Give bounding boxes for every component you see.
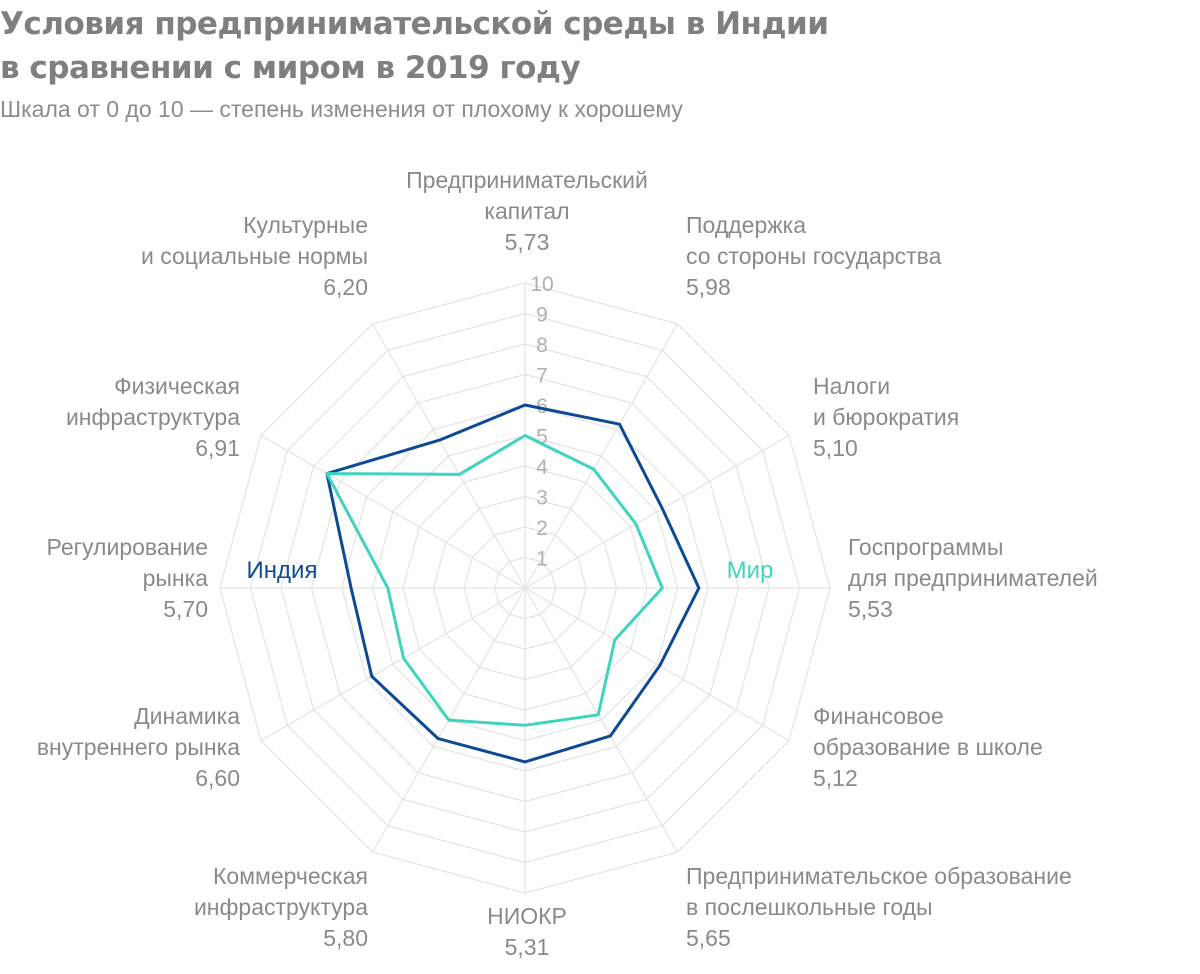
- radar-grid: [219, 282, 831, 894]
- category-value-label: 5,12: [813, 765, 858, 791]
- category-label: НИОКР 5,31: [487, 903, 567, 960]
- category-labels: Предпринимательский капитал 5,73 Поддержка с…: [37, 167, 1098, 960]
- category-label-line: внутреннего рынка: [37, 734, 240, 760]
- category-label-line: со стороны государства: [686, 243, 942, 269]
- category-value-label: 5,10: [813, 435, 858, 461]
- tick-label: 10: [530, 273, 553, 296]
- category-label-line: Налоги: [813, 373, 890, 399]
- grid-spoke: [524, 323, 679, 589]
- chart-title: Условия предпринимательской среды в Инди…: [0, 2, 1000, 90]
- category-label-line: НИОКР: [487, 903, 567, 929]
- category-value-label: 5,98: [686, 274, 731, 300]
- category-value-label: 5,53: [848, 596, 893, 622]
- category-label-line: инфраструктура: [194, 894, 368, 920]
- grid-spoke: [371, 323, 526, 589]
- category-label: Госпрограммы для предпринимателей 5,53: [848, 534, 1098, 622]
- tick-label: 4: [536, 456, 548, 479]
- category-label: Финансовое образование в школе 5,12: [813, 703, 1043, 791]
- category-label: Коммерческая инфраструктура 5,80: [194, 863, 368, 951]
- category-value-label: 6,91: [195, 435, 240, 461]
- category-label-line: Финансовое: [813, 703, 944, 729]
- legend-entry: Индия: [247, 557, 318, 584]
- category-value-label: 5,31: [505, 934, 550, 960]
- category-label-line: Коммерческая: [213, 863, 368, 889]
- category-label-line: Динамика: [134, 703, 240, 729]
- category-value-label: 5,73: [505, 229, 550, 255]
- category-label-line: Поддержка: [686, 212, 806, 238]
- legend-entry: Мир: [727, 557, 774, 584]
- category-value-label: 5,70: [163, 596, 208, 622]
- category-label-line: инфраструктура: [66, 404, 240, 430]
- category-label-line: капитал: [484, 198, 569, 224]
- category-label: Предпринимательский капитал 5,73: [406, 167, 648, 255]
- category-label-line: Регулирование: [47, 534, 208, 560]
- category-label-line: и социальные нормы: [141, 243, 368, 269]
- category-label-line: и бюрократия: [813, 404, 959, 430]
- category-label-line: рынка: [143, 565, 209, 591]
- series-points: [326, 435, 663, 726]
- chart-title-line2: в сравнении с миром в 2019 году: [0, 50, 581, 86]
- tick-labels: 1 2 3 4 5 6 7 8 9 10: [530, 273, 553, 571]
- category-label-line: Госпрограммы: [848, 534, 1003, 560]
- tick-label: 6: [536, 395, 548, 418]
- grid-spoke: [524, 587, 679, 853]
- category-label: Динамика внутреннего рынка 6,60: [37, 703, 240, 791]
- tick-label: 8: [536, 334, 548, 357]
- series-line: [325, 403, 701, 764]
- tick-label: 5: [536, 426, 548, 449]
- tick-label: 9: [536, 304, 548, 327]
- category-label-line: Предпринимательский: [406, 167, 648, 193]
- grid-spoke: [524, 434, 790, 589]
- tick-label: 7: [536, 365, 548, 388]
- tick-label: 1: [536, 548, 548, 571]
- tick-label: 3: [536, 487, 548, 510]
- category-label: Культурные и социальные нормы 6,20: [141, 212, 368, 300]
- category-label-line: Культурные: [243, 212, 368, 238]
- category-label-line: Физическая: [114, 373, 240, 399]
- category-label-line: в послешкольные годы: [686, 894, 933, 920]
- category-label-line: Предпринимательское образование: [686, 863, 1072, 889]
- category-label-line: образование в школе: [813, 734, 1043, 760]
- tick-label: 2: [536, 517, 548, 540]
- grid-spoke: [260, 587, 526, 742]
- chart-title-line1: Условия предпринимательской среды в Инди…: [0, 6, 829, 42]
- category-label: Поддержка со стороны государства 5,98: [686, 212, 942, 300]
- category-value-label: 6,60: [195, 765, 240, 791]
- category-label: Регулирование рынка 5,70: [47, 534, 209, 622]
- category-value-label: 5,80: [323, 925, 368, 951]
- chart-subtitle: Шкала от 0 до 10 — степень изменения от …: [0, 96, 683, 122]
- category-label-line: для предпринимателей: [848, 565, 1098, 591]
- category-value-label: 5,65: [686, 925, 731, 951]
- category-label: Предпринимательское образование в послешк…: [686, 863, 1072, 951]
- grid-spoke: [524, 587, 790, 742]
- category-value-label: 6,20: [323, 274, 368, 300]
- grid-spoke: [260, 434, 526, 589]
- category-label: Налоги и бюрократия 5,10: [813, 373, 959, 461]
- category-label: Физическая инфраструктура 6,91: [66, 373, 240, 461]
